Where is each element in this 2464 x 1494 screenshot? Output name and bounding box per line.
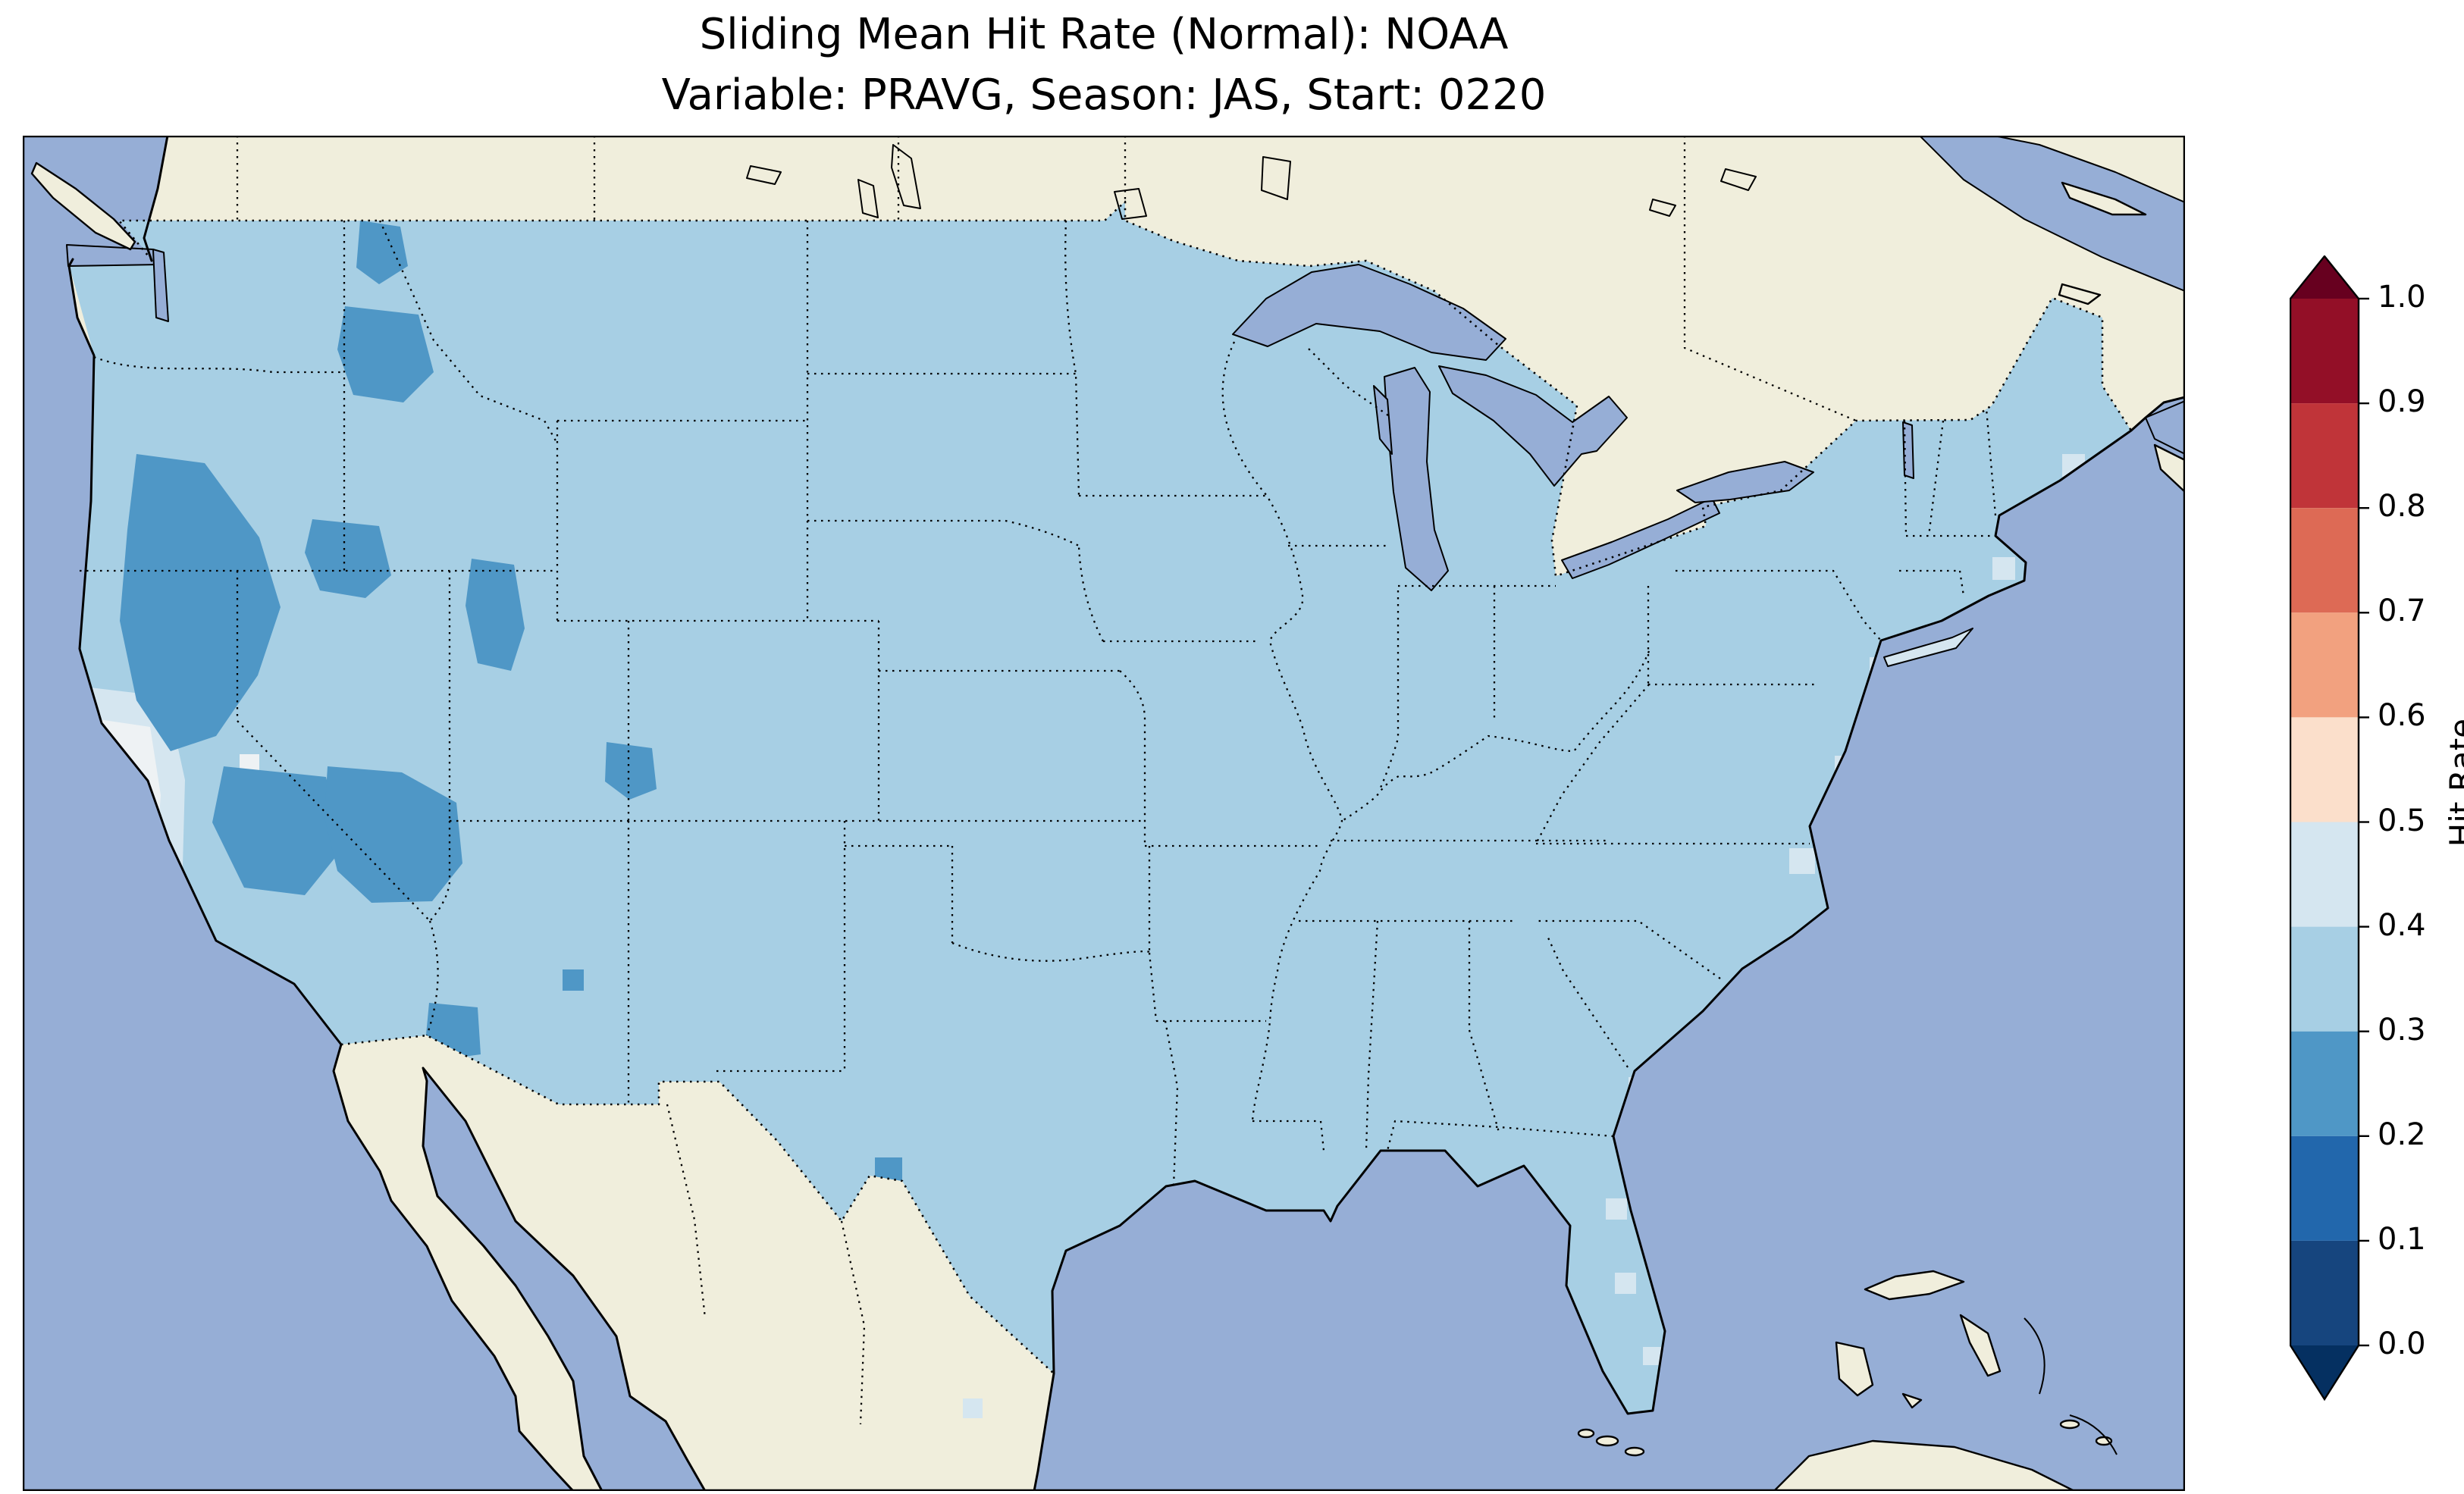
lake-winnipeg [891, 144, 921, 209]
patch-cell [563, 969, 584, 991]
florida-key [1624, 1446, 1645, 1457]
patch-four-corners [605, 742, 657, 800]
patch-cell-coastal [1789, 848, 1815, 874]
gulf-of-st-lawrence [1919, 136, 2185, 292]
colorbar-tick-label: 0.8 [2378, 489, 2426, 524]
pacific-northwest-waters [66, 244, 169, 322]
florida-key [1595, 1435, 1619, 1447]
colorbar-tick-label: 0.0 [2378, 1326, 2426, 1361]
islands [30, 161, 2185, 1491]
bahama-bank-outline [2024, 1317, 2045, 1395]
colorbar [2290, 255, 2369, 1402]
us-canada-border [118, 200, 2133, 578]
colorbar-bin [2290, 403, 2359, 509]
colorbar-tick-label: 0.6 [2378, 698, 2426, 733]
quebec-lake [1720, 168, 1757, 191]
colorbar-over-arrow [2290, 256, 2359, 299]
patch-cell-florida [1643, 1347, 1661, 1365]
chart-title-line1: Sliding Mean Hit Rate (Normal): NOAA [699, 10, 1509, 59]
colorbar-bin [2290, 1240, 2359, 1345]
quebec-lake [1649, 199, 1676, 217]
lake-manitoba [857, 179, 879, 218]
lake-michigan [1384, 367, 1449, 591]
anticosti-island [2061, 181, 2147, 216]
nova-scotia [2153, 443, 2185, 493]
state-borders [80, 136, 1997, 1425]
florida-key [1577, 1428, 1595, 1439]
vancouver-island [30, 161, 136, 251]
patch-sierra-deathvalley [212, 766, 343, 895]
international-borders [118, 200, 2133, 1374]
colorbar-bin [2290, 612, 2359, 718]
colorbar-bin [2290, 1135, 2359, 1241]
colorbar-tick-label: 0.9 [2378, 384, 2426, 419]
cuba [1773, 1439, 2076, 1491]
colorbar-bin [2290, 926, 2359, 1032]
patch-cell-coastal [1992, 557, 2015, 580]
eleuthera-island [1959, 1314, 2002, 1377]
long-island [1883, 628, 1973, 667]
colorbar-tick-label: 0.2 [2378, 1117, 2426, 1152]
small-cay [1901, 1392, 1923, 1409]
map-frame [23, 136, 2185, 1491]
colorbar-bin [2290, 717, 2359, 822]
green-bay [1373, 385, 1393, 455]
colorbar-bin [2290, 1031, 2359, 1136]
bay-of-fundy [2145, 400, 2185, 455]
map-axes [23, 136, 2185, 1491]
colorbar-tick-label: 0.3 [2378, 1013, 2426, 1048]
colorbar-under-arrow [2290, 1345, 2359, 1399]
chart-title-line2: Variable: PRAVG, Season: JAS, Start: 022… [661, 70, 1547, 120]
patch-cell-mexico-coast [963, 1398, 983, 1418]
lake-nipigon [1261, 156, 1291, 200]
patch-cascades [356, 221, 408, 284]
andros-island [1835, 1341, 1874, 1397]
lake-ontario [1676, 461, 1814, 503]
patch-great-basin [120, 454, 281, 751]
atlantic-canada-waters [1919, 136, 2185, 455]
patch-nv-ut-border [305, 519, 391, 598]
colorbar-bin [2290, 508, 2359, 613]
prairie-lake [746, 165, 782, 185]
patch-wasatch-strip [466, 559, 525, 671]
patch-s-nevada-sw-utah [324, 766, 462, 903]
patch-idaho [337, 306, 434, 402]
colorbar-tick-label: 0.1 [2378, 1222, 2426, 1257]
canadian-lakes [746, 144, 1757, 220]
bahama-cay [2059, 1419, 2080, 1430]
colorbar-tick-label: 0.5 [2378, 803, 2426, 838]
colorbar-bin [2290, 822, 2359, 927]
patch-cell-coastal [1606, 1198, 1627, 1220]
colorbar-title: Hit Rate [2443, 719, 2464, 847]
prince-edward-island [2058, 283, 2102, 305]
bahama-island [1864, 1270, 1965, 1301]
bahama-bank-outline [2069, 1414, 2118, 1455]
colorbar-bin [2290, 299, 2359, 404]
lake-of-the-woods [1114, 188, 1147, 220]
colorbar-tick-label: 0.4 [2378, 908, 2426, 943]
lake-huron [1438, 365, 1628, 487]
puget-sound [152, 249, 169, 322]
colorbar-ticks [2359, 297, 2369, 1347]
colorbar-tick-label: 1.0 [2378, 280, 2426, 315]
lake-superior [1232, 264, 1506, 361]
chart-title: Sliding Mean Hit Rate (Normal): NOAA Var… [23, 5, 2185, 126]
lake-erie [1561, 497, 1720, 579]
colorbar-tick-label: 0.7 [2378, 594, 2426, 628]
great-lakes [1232, 264, 1914, 591]
map-canvas [23, 136, 2185, 1491]
lake-champlain [1902, 421, 1914, 479]
patch-cell-coastal [1615, 1273, 1636, 1294]
